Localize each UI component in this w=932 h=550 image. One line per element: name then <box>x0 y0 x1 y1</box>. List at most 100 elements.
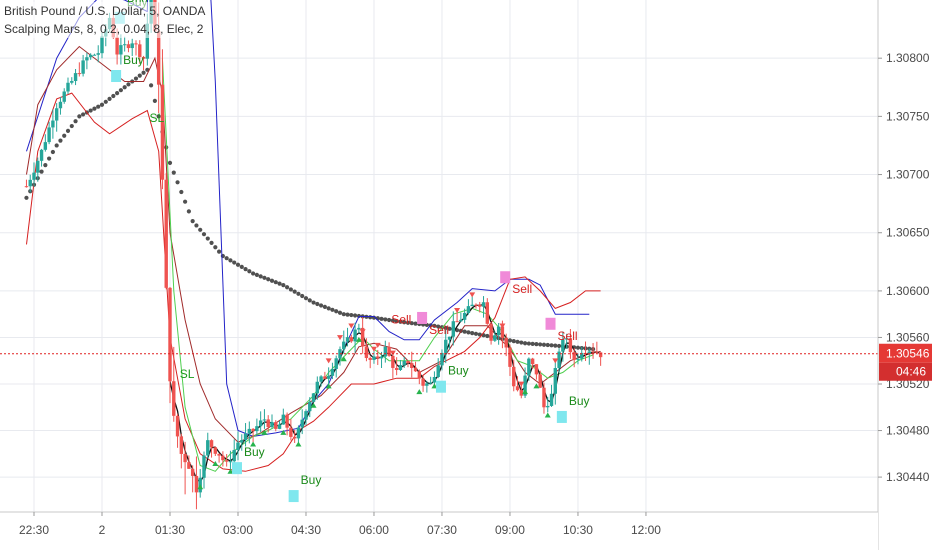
countdown-tag-text: 04:46 <box>896 365 926 379</box>
sar-dot <box>122 85 127 90</box>
time-axis-bg[interactable] <box>0 512 878 550</box>
sar-dot <box>277 281 282 286</box>
sar-dot <box>300 293 305 299</box>
candle-body <box>372 356 376 360</box>
candle-body <box>383 346 388 357</box>
candle-body <box>481 302 486 307</box>
sar-dot <box>133 76 139 81</box>
sar-dot <box>235 262 241 267</box>
annotations: BuyBuySLSLBuyBuySellSellBuySellSellBuy <box>111 0 590 503</box>
sar-dot <box>62 133 67 138</box>
buy-marker <box>212 460 219 466</box>
candle-body <box>85 57 89 61</box>
candle-body <box>115 37 119 55</box>
time-tick-label: 10:30 <box>563 523 593 537</box>
sar-dot <box>88 108 93 113</box>
candle-body <box>432 377 437 383</box>
sar-dot <box>224 256 229 261</box>
sar-dot <box>149 83 154 88</box>
sar-dot <box>239 264 244 270</box>
sar-dot <box>292 289 297 294</box>
sar-dot <box>118 88 123 93</box>
sell-marker <box>348 323 355 329</box>
candle-body <box>130 43 134 49</box>
sell-box <box>417 311 428 324</box>
sell-marker <box>469 292 476 298</box>
candle-body <box>304 411 308 420</box>
sar-dot <box>553 343 558 348</box>
price-axis-bg[interactable] <box>878 0 932 550</box>
candle-body <box>164 179 168 288</box>
candle-body <box>213 447 218 454</box>
candle-body <box>119 45 123 55</box>
sar-dot <box>58 138 63 143</box>
sar-dot <box>556 343 562 349</box>
sar-dot <box>65 128 71 134</box>
sar-dot <box>530 341 535 346</box>
sar-dot <box>152 98 157 103</box>
candle-body <box>247 428 252 434</box>
sar-dot <box>470 330 475 336</box>
sar-dot <box>341 312 346 317</box>
candle-body <box>88 54 93 58</box>
candle-body <box>519 390 524 396</box>
candle-body <box>66 82 70 92</box>
candle-body <box>474 304 478 306</box>
candle-body <box>172 381 176 416</box>
sar-dot <box>115 90 120 96</box>
candle-body <box>270 422 274 427</box>
sar-dot <box>322 304 327 310</box>
sell-marker <box>325 358 332 364</box>
candle-body <box>311 393 316 402</box>
candle-body <box>24 186 29 188</box>
time-tick-label: 03:00 <box>223 523 253 537</box>
candle-body <box>598 352 603 358</box>
candle-body <box>285 414 289 428</box>
sar-dot <box>519 340 524 345</box>
sar-dot <box>541 342 547 347</box>
candle-body <box>81 60 85 74</box>
sar-dot <box>247 269 252 274</box>
sar-dot <box>254 272 259 278</box>
sar-dot <box>405 320 411 325</box>
sar-dot <box>311 300 316 305</box>
buy-box <box>111 70 122 82</box>
sar-dot <box>402 320 407 325</box>
sar-dot <box>337 310 343 315</box>
candle-body <box>183 453 187 463</box>
buy-marker <box>544 412 551 418</box>
sar-dot <box>526 341 531 346</box>
candle-body <box>47 127 51 143</box>
price-tick-label: 1.30560 <box>886 330 930 344</box>
candle-body <box>353 329 357 342</box>
candle-body <box>428 382 433 384</box>
candle-body <box>398 365 403 371</box>
sar-dot <box>281 282 286 288</box>
candle-body <box>568 338 573 353</box>
sar-dot <box>315 301 320 307</box>
lower-band-line <box>26 92 601 472</box>
chart-legend[interactable]: British Pound / U.S. Dollar, 5, OANDA Sc… <box>4 2 206 38</box>
sar-dot <box>273 280 278 285</box>
buy-marker <box>522 389 529 395</box>
sar-dot <box>175 180 180 185</box>
candle-body <box>455 321 459 323</box>
sar-dot <box>507 338 513 343</box>
sar-dot <box>545 342 550 348</box>
candle-body <box>122 44 127 46</box>
sell-label: Sell <box>512 282 532 296</box>
sar-dot <box>258 274 263 279</box>
sar-dot <box>213 245 218 250</box>
buy-marker <box>533 383 540 389</box>
candle-body <box>549 393 554 406</box>
sl-label: SL <box>150 111 165 125</box>
candle-body <box>394 367 399 371</box>
candle-body <box>440 352 444 366</box>
sar-dot <box>549 343 554 348</box>
sar-dot <box>205 236 210 241</box>
candle-body <box>436 365 440 378</box>
sar-dot <box>515 339 520 344</box>
sar-dot <box>126 82 131 87</box>
buy-box <box>288 490 299 503</box>
